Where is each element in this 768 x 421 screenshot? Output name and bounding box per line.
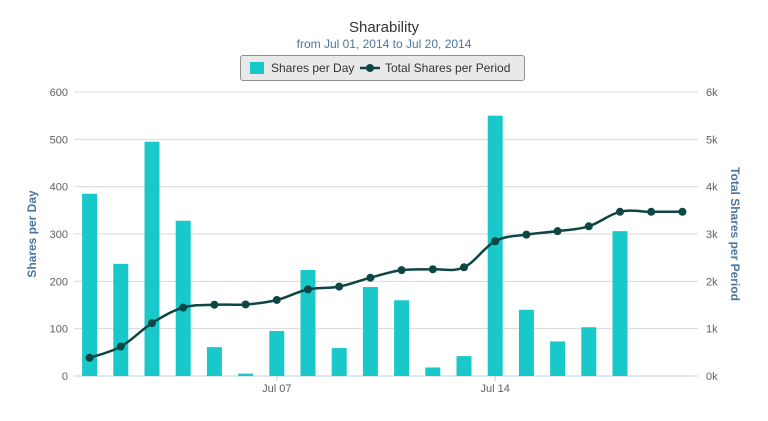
line-point xyxy=(116,342,125,351)
y2-axis-title: Total Shares per Period xyxy=(728,167,742,301)
bar xyxy=(269,331,285,376)
line-point xyxy=(428,265,437,274)
line-point xyxy=(491,237,500,246)
bar xyxy=(82,193,98,376)
legend-label-shares-per-day: Shares per Day xyxy=(271,61,355,75)
y-axis-title: Shares per Day xyxy=(25,190,39,278)
y2-tick-label: 1k xyxy=(706,324,718,336)
x-tick-label: Jul 07 xyxy=(262,383,291,395)
bar xyxy=(425,367,441,376)
bar xyxy=(206,347,222,376)
y2-tick-label: 4k xyxy=(706,182,718,194)
bar xyxy=(238,373,254,376)
line-point xyxy=(397,266,406,275)
line-point xyxy=(366,273,375,282)
bar xyxy=(113,263,129,376)
bar xyxy=(300,269,316,376)
line-point xyxy=(304,285,312,294)
line-point xyxy=(678,207,687,216)
line-point xyxy=(522,230,531,239)
bar xyxy=(581,327,597,376)
legend-line-marker-icon xyxy=(360,64,380,72)
line-point xyxy=(85,353,94,362)
bar xyxy=(394,300,410,376)
x-tick-label: Jul 14 xyxy=(481,383,510,395)
bar xyxy=(362,287,378,376)
y2-tick-label: 3k xyxy=(706,229,718,241)
bar xyxy=(331,348,347,376)
line-point xyxy=(241,300,250,309)
bar xyxy=(550,341,566,376)
y-tick-label: 600 xyxy=(50,87,68,99)
y-tick-label: 100 xyxy=(50,324,68,336)
y-tick-label: 400 xyxy=(50,182,68,194)
bar xyxy=(456,356,472,376)
y2-tick-label: 6k xyxy=(706,87,718,99)
y2-tick-label: 5k xyxy=(706,134,718,146)
line-point xyxy=(148,319,156,328)
y2-tick-label: 2k xyxy=(706,276,718,288)
line-point xyxy=(460,263,468,272)
y-tick-label: 300 xyxy=(50,229,68,241)
y2-tick-label: 0k xyxy=(706,371,718,383)
line-point xyxy=(179,303,188,312)
line-point xyxy=(335,282,344,291)
bar xyxy=(487,115,503,377)
y-tick-label: 500 xyxy=(50,134,68,146)
line-point xyxy=(616,207,624,216)
bar xyxy=(144,141,160,376)
legend-label-total-shares: Total Shares per Period xyxy=(385,61,511,75)
chart-title: Sharability xyxy=(348,19,420,36)
line-point xyxy=(584,222,593,231)
line-point xyxy=(210,300,219,309)
chart-legend: Shares per Day Total Shares per Period xyxy=(240,55,525,81)
bar xyxy=(612,231,628,376)
line-point xyxy=(553,227,562,236)
line-point xyxy=(647,207,656,216)
y-tick-label: 0 xyxy=(62,371,68,383)
chart-subtitle: from Jul 01, 2014 to Jul 20, 2014 xyxy=(296,37,472,51)
line-point xyxy=(272,295,281,304)
bar xyxy=(175,220,191,376)
legend-swatch-shares-per-day xyxy=(250,62,264,74)
bar xyxy=(518,309,534,376)
y-tick-label: 200 xyxy=(50,276,68,288)
